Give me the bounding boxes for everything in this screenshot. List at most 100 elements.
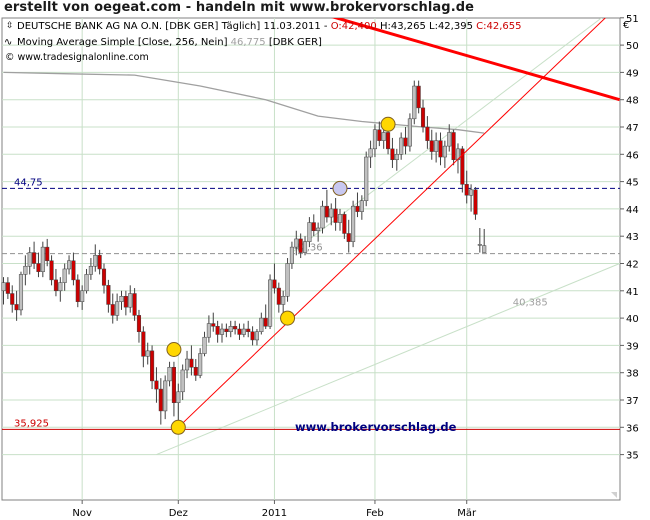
x-tick-label: Dez [169, 508, 188, 519]
candle-down [97, 255, 102, 270]
annotation-label: 40,385 [513, 298, 548, 309]
candle-up [198, 353, 203, 376]
x-axis: Nov Dez 2011 Feb Mär [72, 500, 477, 519]
chart-header: ⇳ DEUTSCHE BANK AG NA O.N. [DBK GER] Täg… [4, 20, 629, 63]
candle-down [71, 260, 76, 281]
marker-circle [280, 310, 296, 326]
y-tick-label: 47 [626, 123, 639, 134]
grid [2, 18, 620, 500]
candle-down [154, 380, 159, 390]
candle-up [320, 205, 325, 229]
candle-up [115, 301, 120, 316]
candle-down [311, 222, 316, 231]
y-tick-label: 40 [626, 314, 639, 325]
markers [166, 116, 396, 435]
candle-up [412, 85, 417, 120]
candle-down [403, 137, 408, 147]
candle-down [355, 205, 360, 212]
candle-up [316, 227, 321, 231]
candle-up [206, 323, 211, 338]
header-symbol-icon: ⇳ [6, 21, 14, 31]
candle-up [381, 132, 386, 141]
candle-up [447, 132, 452, 147]
candle-down [10, 293, 15, 305]
candle-up [259, 317, 264, 333]
candle-down [451, 132, 456, 161]
candle-down [150, 350, 155, 382]
y-tick-label: 42 [626, 260, 639, 271]
candle-up [268, 279, 273, 327]
candle-up [364, 156, 369, 201]
candle-up [399, 137, 404, 155]
level-label: 35,925 [14, 418, 49, 429]
trendline-resistance [331, 18, 620, 102]
candle-down [106, 285, 111, 305]
candle-up [337, 214, 343, 223]
candle-up [23, 265, 28, 275]
y-tick-label: 49 [626, 68, 639, 79]
candle-down [224, 328, 229, 332]
candle-down [132, 293, 137, 316]
y-tick-label: 45 [626, 178, 639, 189]
y-tick-label: 50 [626, 41, 639, 52]
y-tick-label: 35 [626, 451, 639, 462]
y-tick-label: 43 [626, 232, 639, 243]
x-tick-label: 2011 [262, 508, 287, 519]
marker-circle [170, 419, 186, 435]
candle-down [110, 304, 115, 316]
candle-up [163, 380, 168, 412]
candle-up [67, 260, 72, 270]
candle-up [368, 148, 373, 158]
candle-up [294, 238, 299, 248]
candle-down [141, 331, 146, 357]
banner-title: erstellt von oegeat.com - handeln mit ww… [4, 0, 475, 15]
candle-up [145, 350, 150, 357]
candle-down [416, 85, 421, 109]
header-line2: Moving Average Simple [Close, 256, Nein]… [17, 37, 322, 48]
candle-up [1, 282, 6, 292]
candle-down [5, 282, 10, 294]
candle-up [176, 391, 181, 403]
candle-up [219, 328, 225, 335]
candle-down [233, 326, 238, 330]
candle-down [298, 238, 303, 253]
candle-down [429, 140, 434, 152]
candle-up [40, 246, 45, 272]
candle-down [215, 326, 220, 335]
candle-up [80, 290, 85, 302]
level-label: 44,75 [14, 177, 43, 188]
candle-down [36, 263, 41, 272]
candle-up [167, 366, 172, 382]
y-tick-label: 41 [626, 287, 639, 298]
trendline-upper-channel [291, 18, 603, 253]
x-tick-label: Feb [366, 508, 384, 519]
candle-up [88, 265, 93, 275]
candle-down [250, 331, 255, 341]
candle-up [329, 208, 334, 218]
candle-up [254, 331, 260, 341]
candle-up [407, 118, 412, 147]
y-tick-label: 44 [626, 205, 639, 216]
candle-down [136, 315, 142, 332]
candle-down [32, 252, 37, 264]
candle-down [272, 279, 277, 289]
candle-up [289, 246, 294, 264]
candle-down [420, 107, 426, 128]
y-tick-label: 51 [626, 14, 639, 25]
candle-up [469, 189, 474, 196]
plot-area [1, 17, 621, 501]
x-tick-label: Nov [72, 508, 92, 519]
candle-down [211, 323, 216, 327]
candle-down [14, 304, 19, 311]
candle-up [119, 296, 124, 302]
candle-up [302, 241, 308, 253]
resize-grip-icon [611, 492, 617, 498]
y-tick-label: 37 [626, 396, 639, 407]
candle-up [477, 244, 482, 246]
candle-up [372, 129, 377, 150]
candle-up [351, 205, 356, 242]
candle-up [285, 263, 290, 297]
candle-up [180, 369, 185, 393]
candle-up [18, 274, 24, 311]
